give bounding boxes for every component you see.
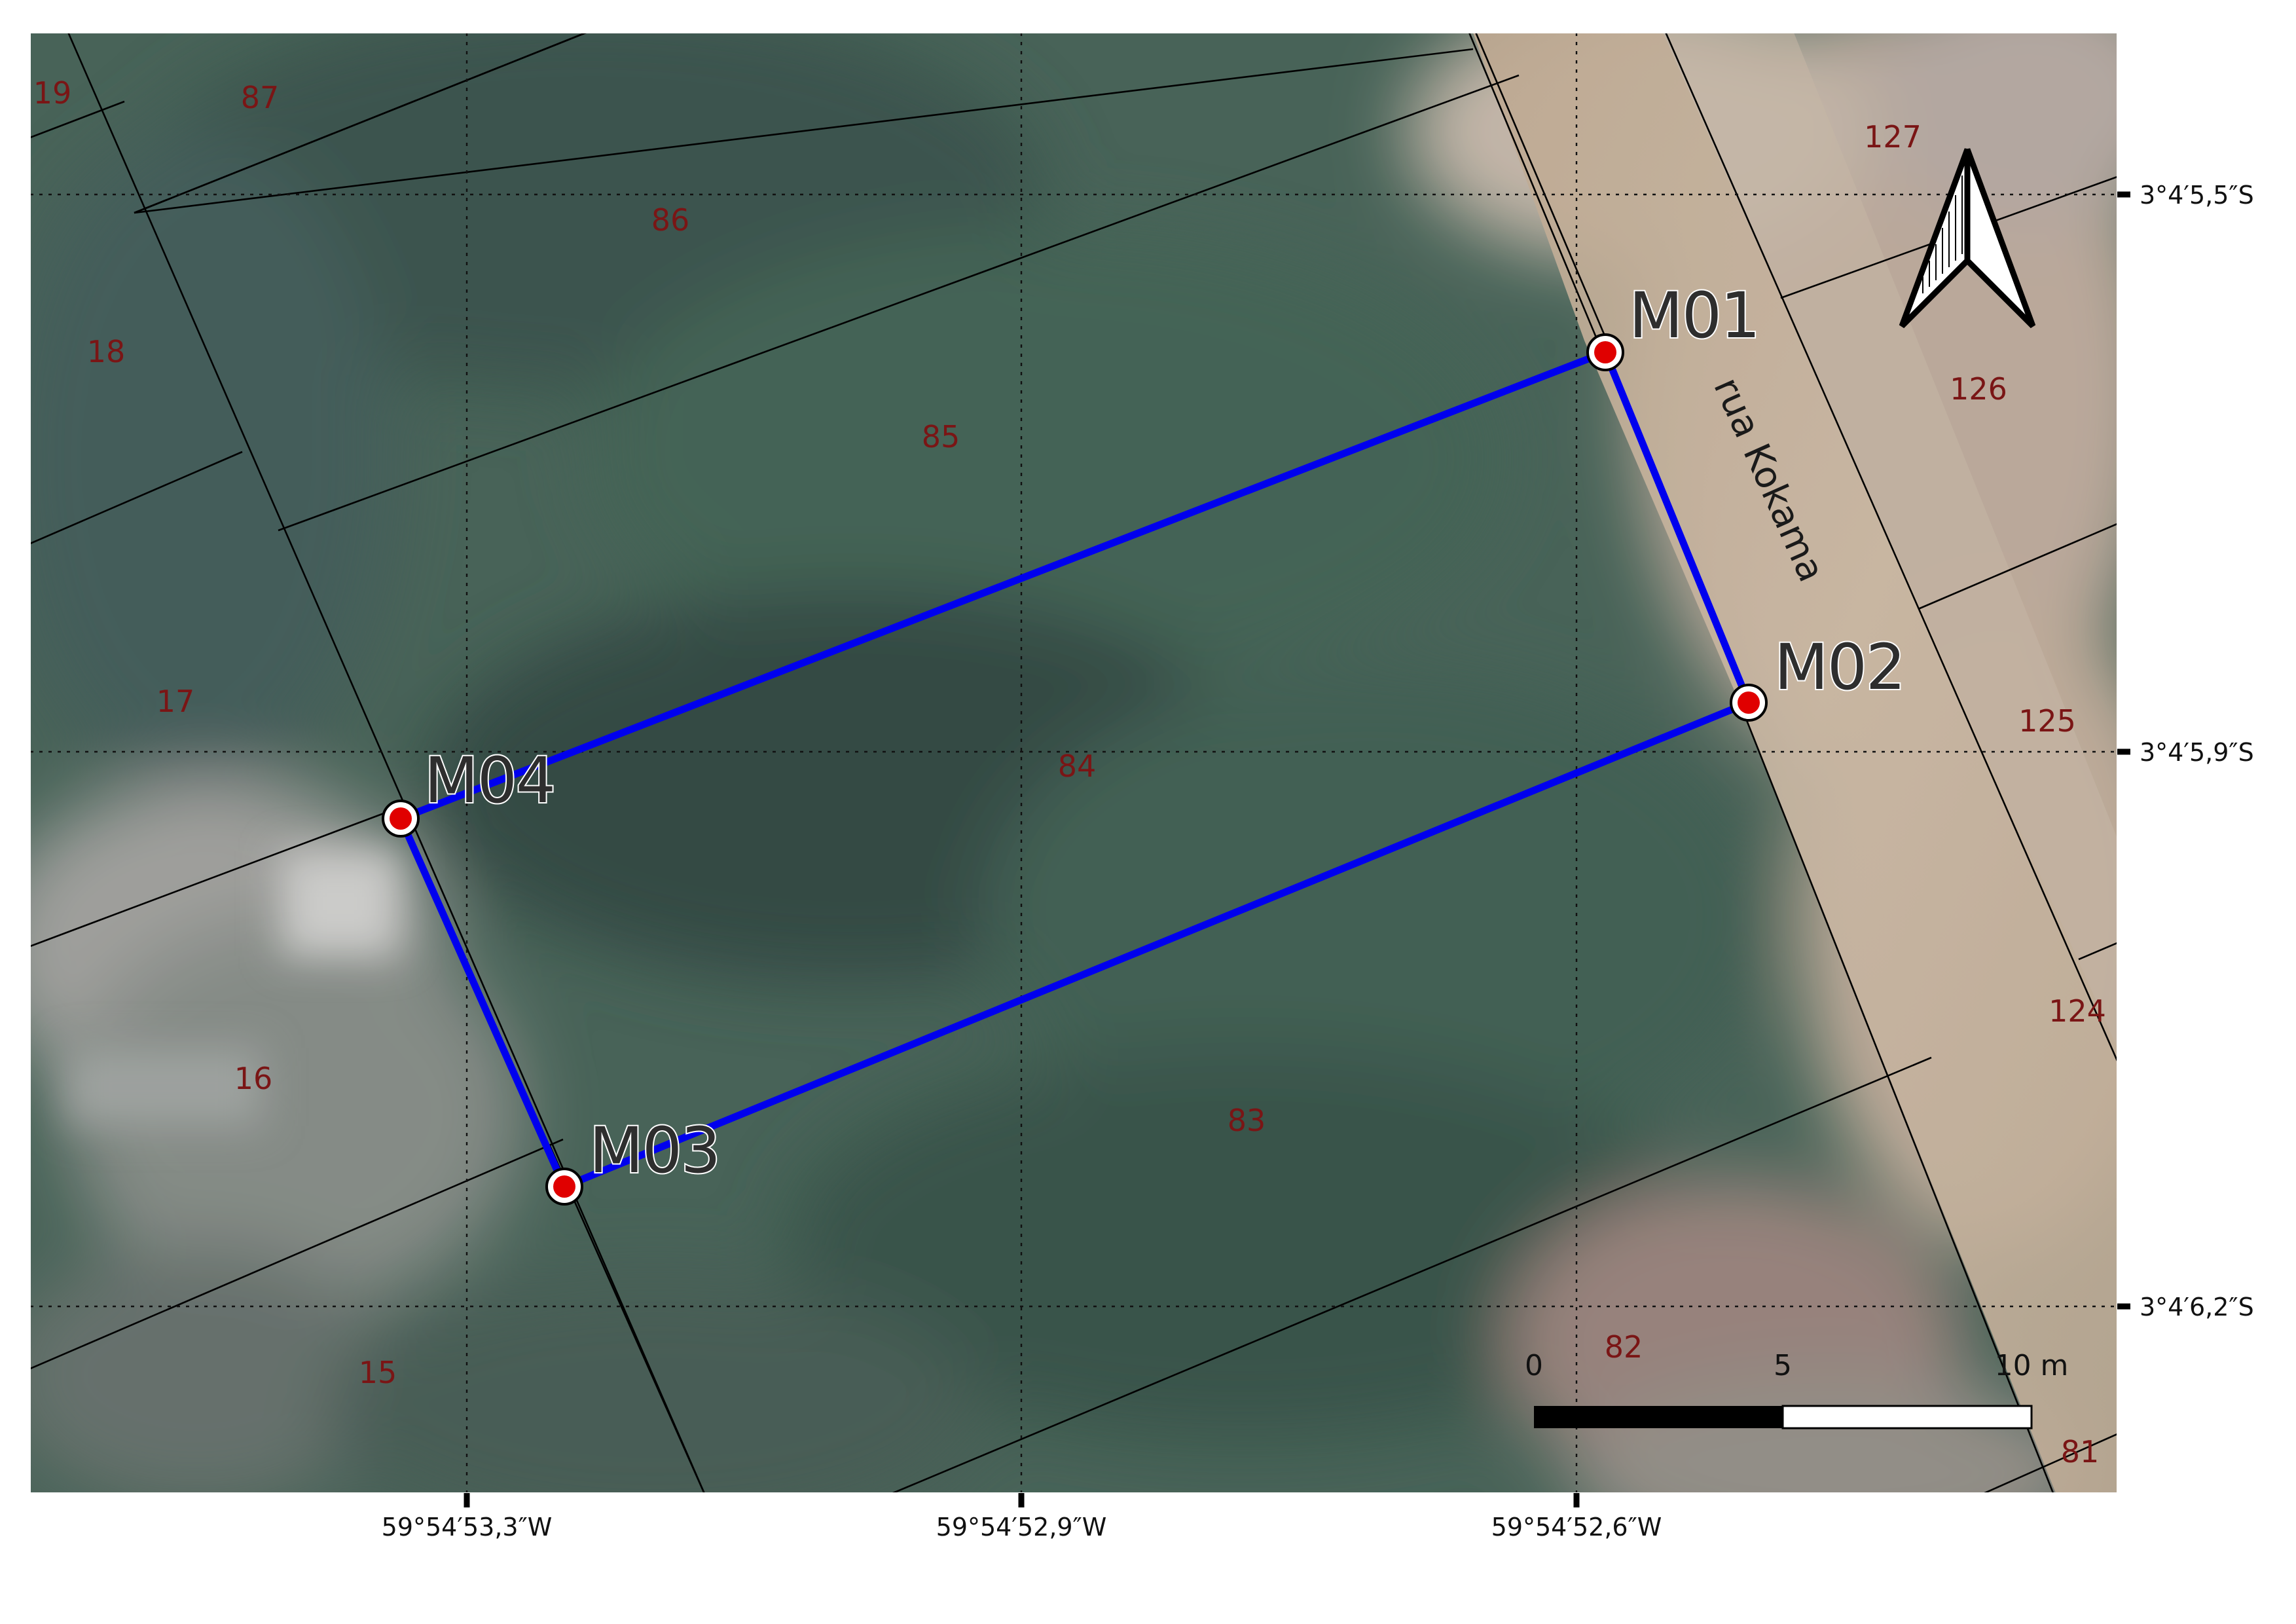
lot-label-82: 82 [1605,1329,1643,1365]
lot-label-86: 86 [651,202,690,238]
marker-label-m04: M04 [424,744,555,817]
scale-bar: 0 5 10 m [1525,1349,2069,1430]
lot-label-18: 18 [87,334,126,369]
scale-bar-white-segment [1781,1405,2033,1430]
marker-label-m01: M01 [1629,279,1759,352]
lot-label-16: 16 [234,1061,273,1096]
lot-label-83: 83 [1228,1103,1266,1138]
marker-m02[interactable] [1730,684,1768,722]
lat-label-1: 3°4′5,5″S [2140,181,2254,210]
parcel-lines [30,33,2117,1493]
marker-m01[interactable] [1586,333,1624,371]
marker-label-m02: M02 [1774,631,1904,704]
longitude-labels: 59°54′53,3″W 59°54′52,9″W 59°54′52,6″W [382,1513,1662,1541]
lot-label-87: 87 [241,80,280,115]
lot-labels: 19 87 86 18 85 17 84 16 83 15 82 81 127 … [33,75,2106,1469]
lot-label-127: 127 [1864,119,1922,155]
lon-label-1: 59°54′53,3″W [382,1513,553,1541]
north-arrow-icon [1899,148,2036,329]
scale-label-0: 0 [1525,1349,1543,1382]
latitude-labels: 3°4′5,5″S 3°4′5,9″S 3°4′6,2″S [2140,181,2254,1321]
lot-label-126: 126 [1950,371,2007,407]
marker-m04[interactable] [382,800,420,838]
scale-label-10: 10 m [1995,1349,2069,1382]
boundary-markers [382,333,1768,1206]
marker-m03[interactable] [545,1168,583,1206]
lot-label-19: 19 [33,75,72,111]
lot-label-81: 81 [2061,1434,2100,1469]
lon-label-2: 59°54′52,9″W [936,1513,1107,1541]
scale-bar-black-segment [1534,1406,1783,1428]
lot-label-15: 15 [359,1355,397,1390]
scale-label-5: 5 [1774,1349,1792,1382]
lot-label-125: 125 [2018,703,2076,739]
lat-label-2: 3°4′5,9″S [2140,738,2254,767]
marker-labels: M01 M02 M03 M04 [423,278,1907,1189]
lot-label-17: 17 [156,684,195,719]
lot-label-124: 124 [2049,993,2106,1029]
longitude-ticks [464,1493,1580,1507]
latitude-ticks [2117,191,2130,1310]
satellite-imagery [30,33,2117,1493]
map-frame [29,32,2118,1494]
lot-label-85: 85 [922,419,960,454]
lot-label-84: 84 [1058,748,1097,784]
marker-label-m03: M03 [589,1114,720,1187]
lat-label-3: 3°4′6,2″S [2140,1293,2254,1321]
lon-label-3: 59°54′52,6″W [1491,1513,1662,1541]
